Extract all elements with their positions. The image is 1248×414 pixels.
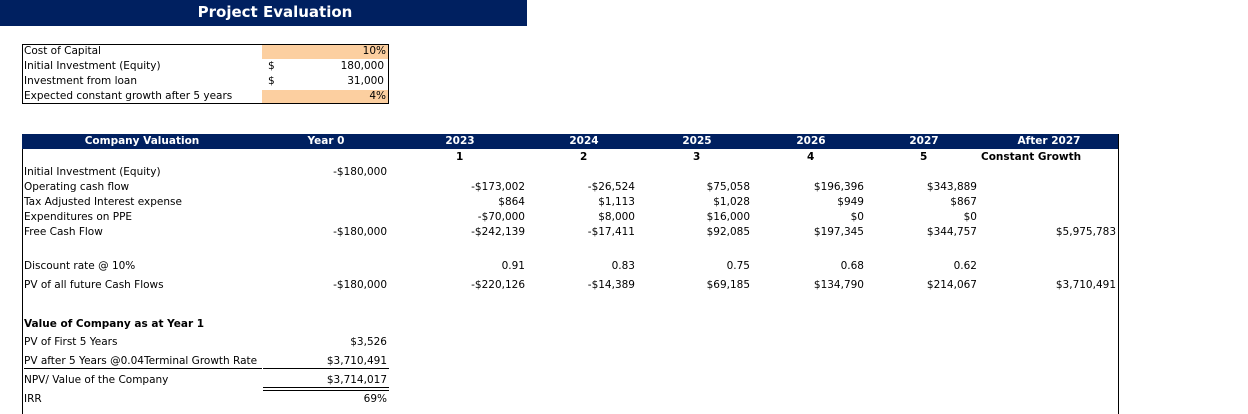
cell-value[interactable]: $3,710,491 xyxy=(1055,279,1116,291)
input-label: Initial Investment (Equity) xyxy=(24,60,161,72)
year-header: 2025 xyxy=(682,135,712,147)
summary-value[interactable]: 69% xyxy=(363,393,387,405)
constant-growth: Constant Growth xyxy=(981,151,1082,163)
year-header: 2024 xyxy=(569,135,599,147)
after-header: After 2027 xyxy=(1017,135,1081,147)
cell-value[interactable]: $75,058 xyxy=(706,181,750,193)
inputs-box xyxy=(22,44,389,104)
year-header: 2026 xyxy=(796,135,826,147)
row-label: Operating cash flow xyxy=(24,181,130,193)
valuation-title: Company Valuation xyxy=(84,135,200,147)
input-value[interactable]: 31,000 xyxy=(347,75,384,87)
growth-cell[interactable] xyxy=(262,90,388,103)
summary-label: NPV/ Value of the Company xyxy=(24,374,169,386)
cell-value[interactable]: $344,757 xyxy=(926,226,977,238)
input-value[interactable]: 10% xyxy=(362,45,386,57)
year-header: 2027 xyxy=(909,135,939,147)
cell-value[interactable]: $0 xyxy=(963,211,977,223)
cell-value[interactable]: $1,028 xyxy=(713,196,750,208)
row-label: Initial Investment (Equity) xyxy=(24,166,161,178)
summary-label: PV after 5 Years @0.04Terminal Growth Ra… xyxy=(24,355,258,367)
title-bar xyxy=(0,0,527,26)
input-label: Investment from loan xyxy=(24,75,138,87)
valuation-header-bar xyxy=(22,134,1119,149)
row-label: Expenditures on PPE xyxy=(24,211,133,223)
cell-value[interactable]: $0 xyxy=(850,211,864,223)
row-label: PV of all future Cash Flows xyxy=(24,279,164,291)
year-header: 2023 xyxy=(445,135,475,147)
summary-title: Value of Company as at Year 1 xyxy=(24,318,205,330)
summary-value[interactable]: $3,710,491 xyxy=(326,355,387,367)
cell-value[interactable]: $197,345 xyxy=(813,226,864,238)
cell-value[interactable]: 0.91 xyxy=(501,260,525,272)
cell-value[interactable]: $949 xyxy=(837,196,864,208)
cell-value[interactable]: -$70,000 xyxy=(477,211,525,223)
cell-value[interactable]: $69,185 xyxy=(706,279,750,291)
underline xyxy=(24,368,262,369)
double-underline xyxy=(263,390,389,391)
cell-value[interactable]: $343,889 xyxy=(926,181,977,193)
cell-value[interactable]: $214,067 xyxy=(926,279,977,291)
cost-of-capital-cell[interactable] xyxy=(262,45,388,59)
page-title: Project Evaluation xyxy=(197,3,353,21)
cell-value[interactable]: -$26,524 xyxy=(587,181,635,193)
double-underline xyxy=(263,387,389,388)
cell-value[interactable]: -$242,139 xyxy=(471,226,525,238)
row-label: Tax Adjusted Interest expense xyxy=(24,196,182,208)
row-label: Free Cash Flow xyxy=(24,226,103,238)
period-number: 2 xyxy=(580,151,588,163)
table-border xyxy=(1118,134,1119,414)
summary-value[interactable]: $3,714,017 xyxy=(326,374,387,386)
input-label: Cost of Capital xyxy=(24,45,101,57)
cell-value[interactable]: $864 xyxy=(498,196,525,208)
cell-value[interactable]: $8,000 xyxy=(598,211,635,223)
cell-value[interactable]: 0.83 xyxy=(611,260,635,272)
cell-value[interactable]: $1,113 xyxy=(598,196,635,208)
summary-label: PV of First 5 Years xyxy=(24,336,118,348)
period-number: 4 xyxy=(807,151,815,163)
cell-value[interactable]: -$180,000 xyxy=(333,279,387,291)
cell-value[interactable]: -$173,002 xyxy=(471,181,525,193)
input-value[interactable]: 180,000 xyxy=(340,60,384,72)
year0-header: Year 0 xyxy=(307,135,345,147)
cell-value[interactable]: -$14,389 xyxy=(587,279,635,291)
input-label: Expected constant growth after 5 years xyxy=(24,90,233,102)
cell-value[interactable]: 0.75 xyxy=(726,260,750,272)
cell-value[interactable]: -$220,126 xyxy=(471,279,525,291)
cell-value[interactable]: -$180,000 xyxy=(333,226,387,238)
currency-symbol: $ xyxy=(268,60,275,72)
cell-value[interactable]: $16,000 xyxy=(706,211,750,223)
summary-label: IRR xyxy=(24,393,42,405)
cell-value[interactable]: $867 xyxy=(950,196,977,208)
period-number: 5 xyxy=(920,151,928,163)
cell-value[interactable]: $92,085 xyxy=(706,226,750,238)
input-value[interactable]: 4% xyxy=(369,90,386,102)
cell-value[interactable]: 0.62 xyxy=(953,260,977,272)
period-number: 3 xyxy=(693,151,701,163)
cell-value[interactable]: -$17,411 xyxy=(587,226,635,238)
cell-value[interactable]: $134,790 xyxy=(813,279,864,291)
currency-symbol: $ xyxy=(268,75,275,87)
row-label: Discount rate @ 10% xyxy=(24,260,136,272)
underline xyxy=(263,368,389,369)
cell-value[interactable]: $5,975,783 xyxy=(1055,226,1116,238)
cell-value[interactable]: 0.68 xyxy=(840,260,864,272)
summary-value[interactable]: $3,526 xyxy=(350,336,387,348)
period-number: 1 xyxy=(456,151,464,163)
cell-value[interactable]: $196,396 xyxy=(813,181,864,193)
table-border xyxy=(22,149,23,414)
cell-value[interactable]: -$180,000 xyxy=(333,166,387,178)
